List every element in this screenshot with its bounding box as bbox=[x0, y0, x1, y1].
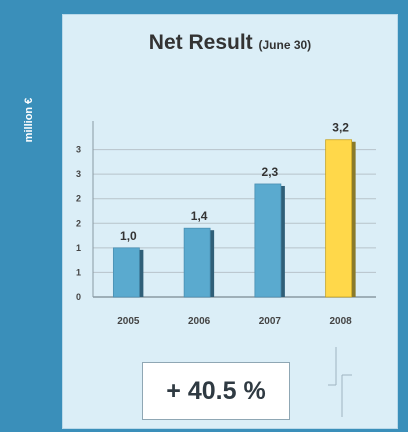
chart-panel: Net Result (June 30) 0 1 1 2 2 3 3 1,0 2005 1,4 20… bbox=[62, 14, 398, 429]
y-tick-label: 1 bbox=[76, 267, 81, 277]
decorative-lines bbox=[328, 347, 352, 417]
chart-title-main: Net Result bbox=[148, 31, 253, 54]
bar-shadow bbox=[280, 185, 285, 297]
y-tick-label: 1 bbox=[76, 243, 81, 253]
bar-shadow bbox=[351, 141, 356, 297]
x-tick-label: 2008 bbox=[330, 316, 353, 327]
bar bbox=[325, 139, 353, 298]
bar-value-label: 1,0 bbox=[120, 229, 137, 243]
y-tick-label: 3 bbox=[76, 145, 81, 155]
y-tick-label: 3 bbox=[76, 169, 81, 179]
bar-chart: 0 1 1 2 2 3 3 1,0 2005 1,4 2006 2,3 2007 3,2 2008 bbox=[76, 121, 376, 327]
chart-title-sub: (June 30) bbox=[258, 38, 312, 52]
result-value: + 40.5 % bbox=[166, 376, 266, 405]
y-tick-label: 2 bbox=[76, 218, 81, 228]
result-box: + 40.5 % bbox=[142, 362, 290, 420]
bar bbox=[254, 183, 282, 298]
bar-shadow bbox=[139, 249, 144, 297]
x-tick-label: 2006 bbox=[188, 316, 211, 327]
x-tick-label: 2007 bbox=[259, 316, 282, 327]
bar-shadow bbox=[210, 230, 215, 297]
y-tick-label: 2 bbox=[76, 194, 81, 204]
bar-value-label: 3,2 bbox=[332, 121, 349, 135]
y-tick-label: 0 bbox=[76, 292, 81, 302]
y-axis-unit-label: million € bbox=[0, 0, 58, 432]
x-tick-label: 2005 bbox=[117, 316, 140, 327]
side-label-text: million € bbox=[23, 97, 35, 143]
bar-value-label: 2,3 bbox=[262, 165, 279, 179]
bar-value-label: 1,4 bbox=[191, 209, 208, 223]
bar bbox=[183, 227, 211, 298]
bar bbox=[112, 247, 140, 298]
chart-title: Net Result (June 30) bbox=[63, 31, 397, 55]
